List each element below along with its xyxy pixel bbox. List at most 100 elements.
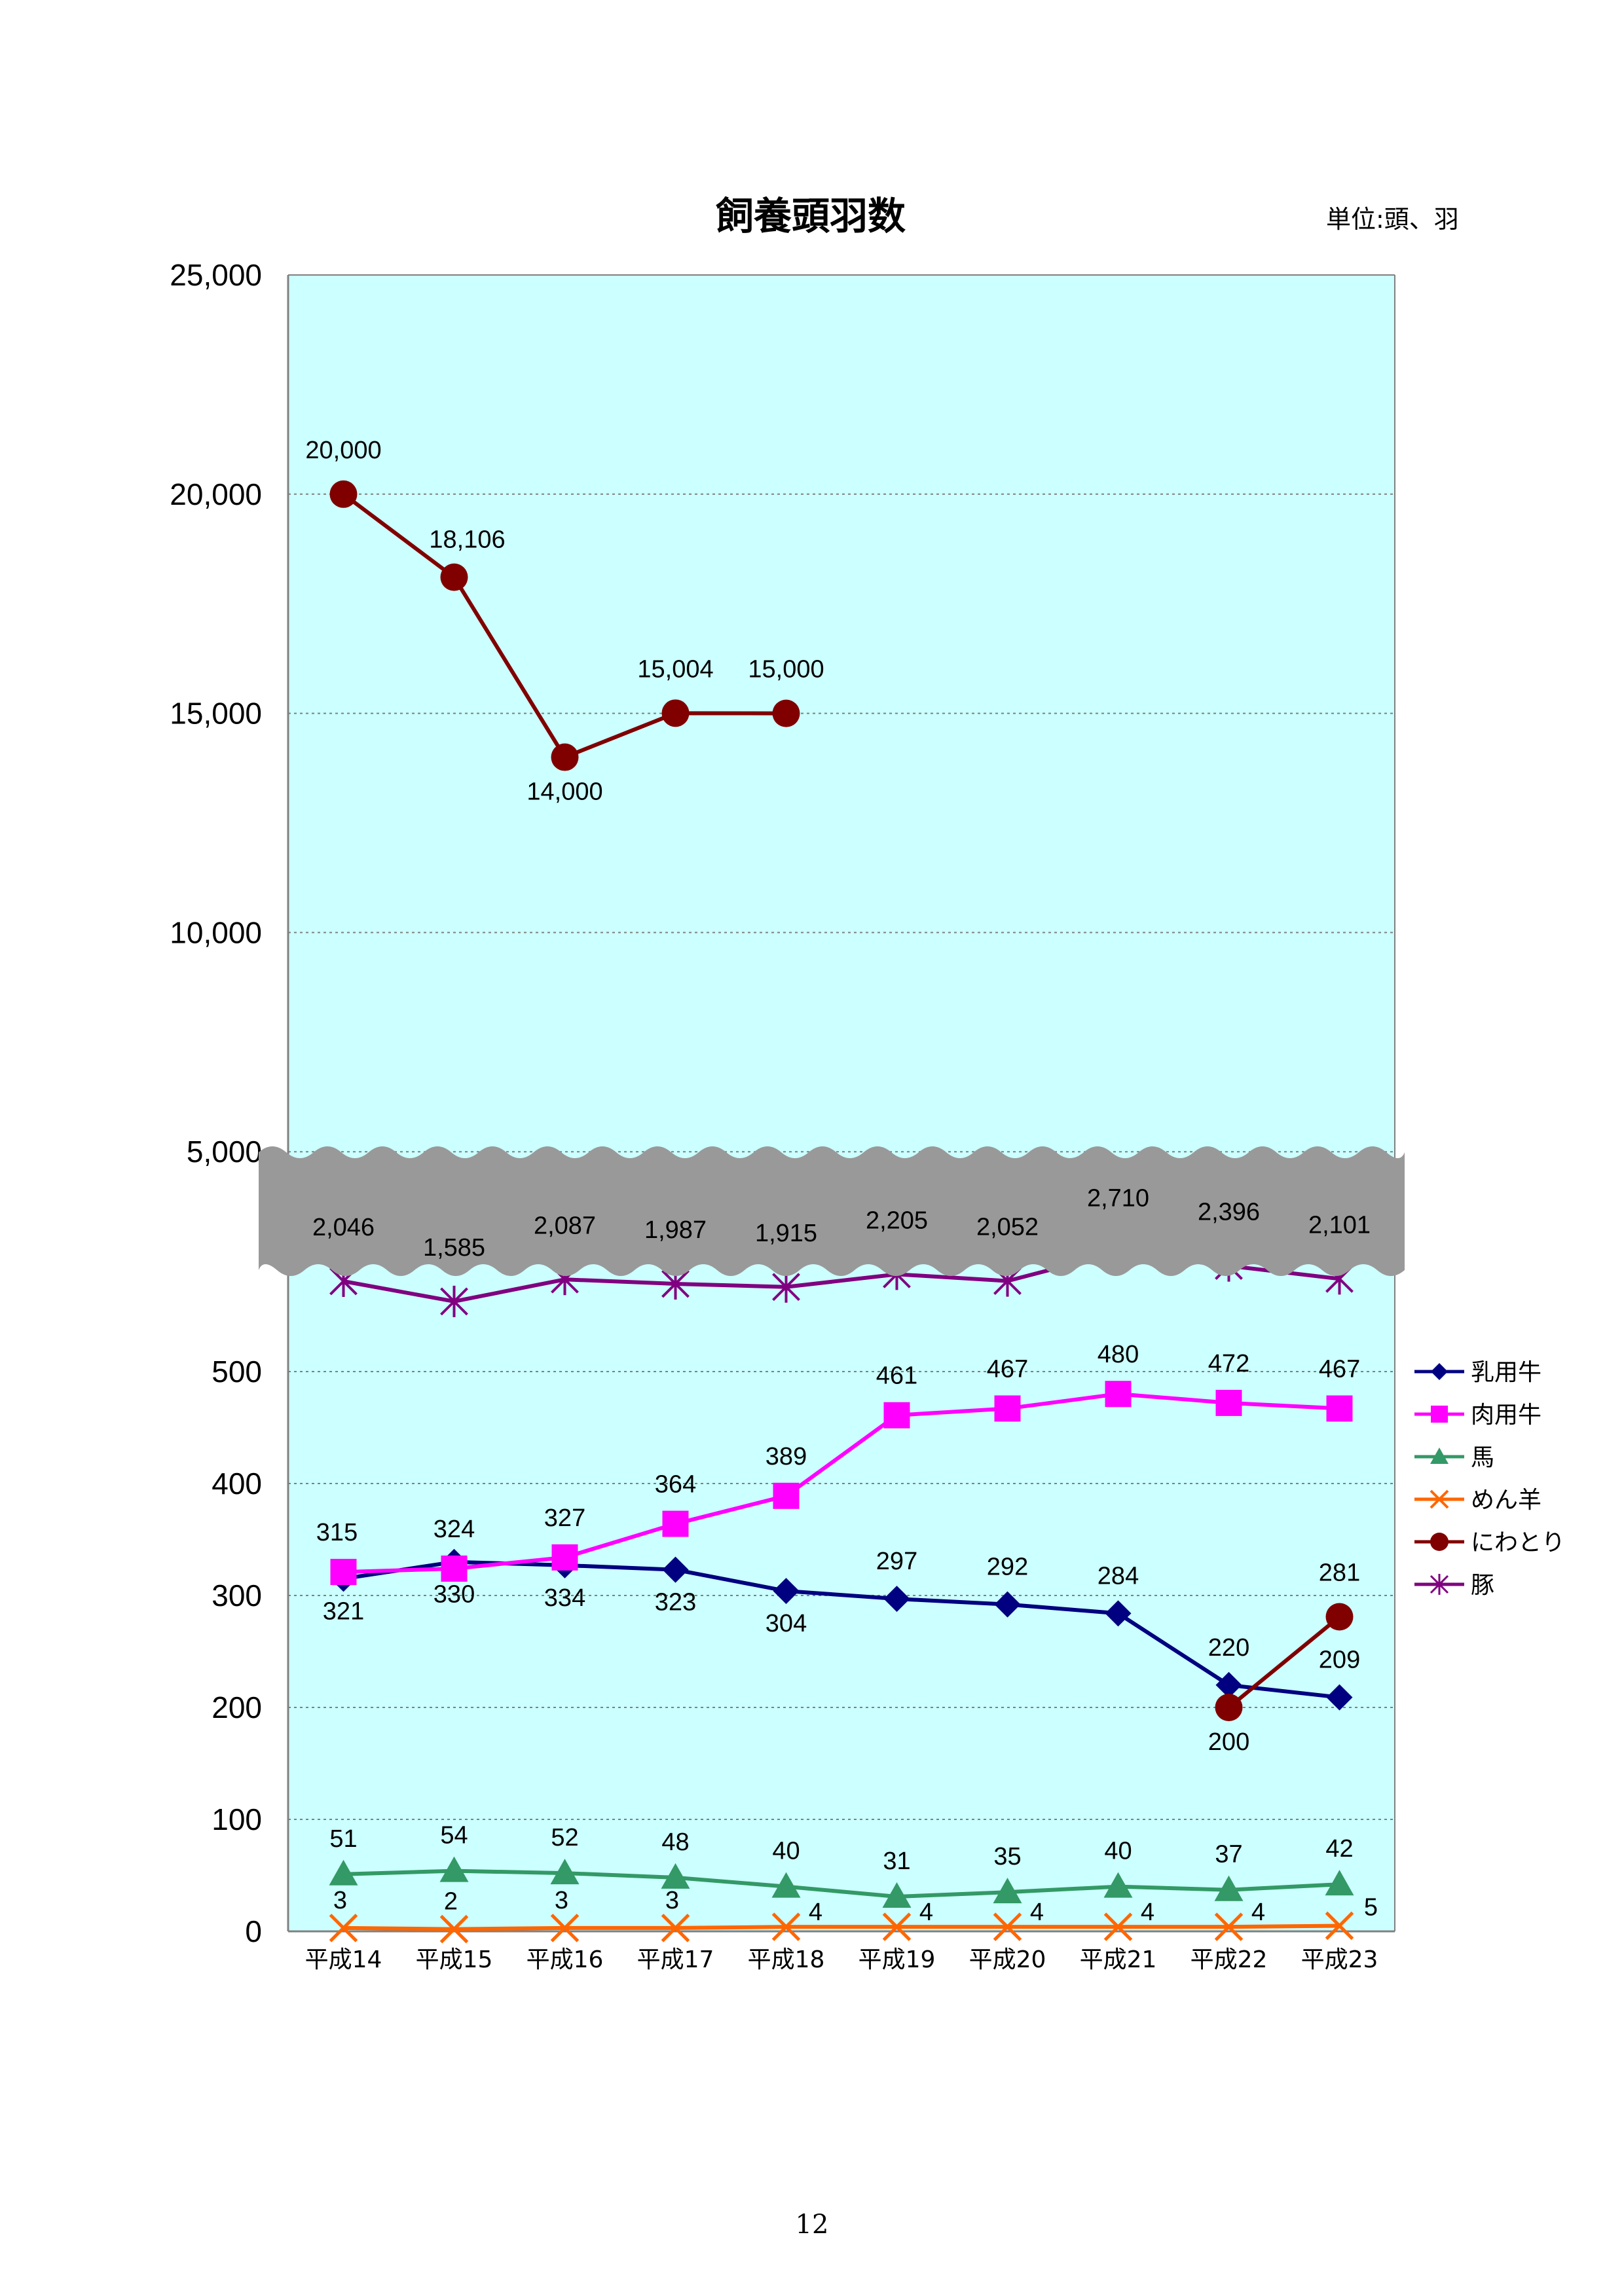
x-tick-label: 平成19 [858, 1946, 936, 1973]
data-label: 1,915 [755, 1220, 817, 1247]
data-point [1105, 1381, 1132, 1408]
data-label: 54 [440, 1822, 468, 1850]
legend-item: 肉用牛 [1414, 1402, 1541, 1429]
legend-marker [1431, 1363, 1448, 1380]
data-point [1326, 1395, 1353, 1422]
series-line [343, 1868, 1340, 1899]
data-label: 52 [551, 1824, 578, 1851]
data-label: 389 [766, 1443, 807, 1470]
legend-item: にわとり [1414, 1529, 1565, 1556]
data-point [993, 1912, 1022, 1941]
data-point [1103, 1872, 1133, 1898]
legend-marker [1431, 1406, 1448, 1423]
data-point [439, 1856, 469, 1882]
y-tick-label: 500 [212, 1355, 262, 1389]
data-label: 18,106 [429, 526, 505, 554]
data-point [440, 1285, 468, 1317]
data-point [661, 699, 690, 727]
y-tick-labels: 25,000 20,000 15,000 10,000 5,000 500 400 300 20… [170, 258, 262, 1948]
data-point [1215, 1694, 1243, 1721]
data-label: 292 [987, 1554, 1028, 1581]
legend-marker [1430, 1533, 1449, 1551]
data-label: 2,052 [976, 1214, 1039, 1241]
legend-label: 乳用牛 [1471, 1359, 1541, 1386]
series-馬 [329, 1856, 1354, 1908]
series-line [343, 1923, 1340, 1931]
data-point [662, 1556, 689, 1583]
data-label: 297 [876, 1548, 917, 1575]
data-point [1325, 1603, 1354, 1631]
x-tick-label: 平成21 [1080, 1946, 1157, 1973]
data-point [1214, 1912, 1244, 1941]
data-label: 321 [323, 1597, 364, 1625]
data-point [329, 1914, 358, 1942]
x-tick-label: 平成15 [416, 1946, 493, 1973]
data-label: 2,396 [1198, 1199, 1260, 1226]
y-tick-label: 15,000 [170, 697, 262, 731]
data-point [662, 1510, 689, 1537]
data-label: 3 [555, 1887, 568, 1914]
data-label: 4 [1030, 1899, 1044, 1926]
data-labels: 2,046 1,585 2,087 1,987 1,915 2,205 2,052 2,710… [305, 437, 1378, 1926]
x-tick-label: 平成14 [305, 1946, 382, 1973]
x-tick-label: 平成18 [748, 1946, 825, 1973]
data-label: 15,000 [748, 656, 824, 683]
data-point [882, 1882, 912, 1908]
data-label: 42 [1325, 1835, 1353, 1863]
plot-area [288, 275, 1395, 1931]
data-label: 1,585 [423, 1234, 485, 1262]
data-point [661, 1863, 690, 1889]
data-point [1215, 1389, 1242, 1416]
data-label: 480 [1098, 1341, 1139, 1368]
legend-label: 肉用牛 [1471, 1402, 1541, 1429]
data-label: 3 [665, 1887, 679, 1914]
data-point [772, 1271, 800, 1303]
data-label: 40 [772, 1838, 800, 1865]
data-label: 2,710 [1087, 1185, 1149, 1212]
data-label: 4 [809, 1899, 822, 1926]
data-point [329, 1859, 358, 1886]
data-label: 330 [434, 1581, 475, 1609]
y-tick-label: 400 [212, 1467, 262, 1501]
data-point [441, 1555, 468, 1582]
data-point [550, 1914, 580, 1942]
x-tick-label: 平成16 [526, 1946, 604, 1973]
data-point [994, 1395, 1021, 1422]
data-label: 323 [655, 1589, 696, 1616]
data-point [1103, 1912, 1133, 1941]
data-label: 467 [1319, 1355, 1360, 1383]
legend-label: 馬 [1471, 1444, 1494, 1471]
x-tick-label: 平成20 [969, 1946, 1046, 1973]
y-tick-label: 0 [245, 1914, 262, 1948]
data-point [773, 1482, 800, 1509]
data-point [550, 1859, 580, 1885]
data-label: 4 [1251, 1899, 1265, 1926]
data-point [773, 1578, 800, 1605]
data-point [440, 563, 468, 591]
data-point [1326, 1684, 1353, 1711]
gridlines [288, 274, 1395, 1820]
y-tick-label: 300 [212, 1578, 262, 1613]
data-label: 467 [987, 1355, 1028, 1383]
legend-marker [1430, 1489, 1449, 1509]
legend-item: 馬 [1414, 1444, 1494, 1471]
data-label: 5 [1364, 1893, 1378, 1921]
data-label: 2 [444, 1888, 458, 1916]
legend-marker [1430, 1448, 1449, 1464]
data-label: 40 [1104, 1838, 1132, 1865]
data-point [883, 1402, 910, 1429]
legend-item: 豚 [1414, 1572, 1494, 1599]
y-tick-label: 100 [212, 1802, 262, 1836]
data-point [551, 1544, 578, 1571]
data-label: 200 [1208, 1728, 1249, 1756]
y-tick-label: 25,000 [170, 258, 262, 292]
data-label: 1,987 [644, 1216, 707, 1244]
data-point [994, 1591, 1021, 1618]
x-tick-labels: 平成14 平成15 平成16 平成17 平成18 平成19 平成20 平成21 平成22 平成23 [305, 1946, 1378, 1973]
series-めん羊 [329, 1911, 1354, 1944]
y-tick-label: 10,000 [170, 915, 262, 949]
data-label: 2,205 [866, 1207, 928, 1234]
data-point [439, 1914, 469, 1944]
data-label: 334 [544, 1584, 585, 1612]
